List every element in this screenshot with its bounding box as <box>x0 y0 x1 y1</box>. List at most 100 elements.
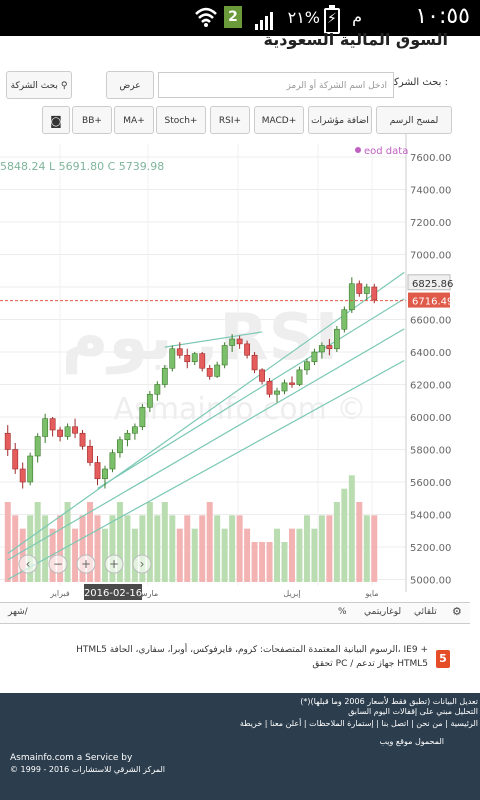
wifi-icon <box>195 7 217 27</box>
candle-body <box>191 353 198 363</box>
candle-body <box>49 418 56 431</box>
candle-body <box>146 393 153 408</box>
volume-bar <box>199 515 206 582</box>
candle-body <box>206 367 213 377</box>
candle-body <box>371 286 378 301</box>
volume-bar <box>288 528 295 582</box>
candle-body <box>109 452 116 470</box>
search-label: بحث الشركات : <box>381 77 448 88</box>
candle-body <box>348 283 355 311</box>
stoch-button[interactable]: Stoch+ <box>156 106 206 134</box>
volume-bar <box>64 502 71 582</box>
html5-link[interactable]: تحقق PC / جهاز تدعم HTML5 <box>312 659 428 669</box>
signal-icon <box>255 12 273 30</box>
candle-body <box>289 382 295 385</box>
volume-bar <box>19 528 26 582</box>
chart-nav-glyph: ‹ <box>26 557 31 571</box>
volume-bar <box>4 502 11 582</box>
footer-mobile-link[interactable]: المحمول موقع ويب <box>379 737 444 746</box>
candle-body <box>259 369 265 382</box>
chart-nav-glyph: + <box>81 557 91 571</box>
volume-bar <box>259 542 266 582</box>
volume-bar <box>72 528 79 582</box>
candle-body <box>311 351 318 363</box>
candle-body <box>244 343 251 356</box>
percent-option[interactable]: % <box>338 607 347 617</box>
volume-bar <box>363 515 370 582</box>
volume-bar <box>87 502 94 582</box>
volume-bar <box>191 528 198 582</box>
camera-icon[interactable]: ◙ <box>42 106 70 134</box>
ma-button[interactable]: MA+ <box>114 106 154 134</box>
view-chart-button[interactable]: عرض الرسم البيانى <box>106 71 154 147</box>
add-indicators-button[interactable]: اضافة مؤشرات <box>308 106 372 134</box>
search-row: بحث الشركات : ادخل اسم الشركة أو الرمز ع… <box>0 66 480 147</box>
macd-button[interactable]: MACD+ <box>254 106 304 134</box>
candle-body <box>281 382 288 392</box>
volume-bar <box>236 515 243 582</box>
chart-nav-glyph: › <box>140 557 145 571</box>
volume-bar <box>42 515 49 582</box>
volume-bar <box>124 515 131 582</box>
volume-bar <box>221 528 228 582</box>
search-input[interactable]: ادخل اسم الشركة أو الرمز <box>158 72 394 98</box>
log-option[interactable]: لوغاريتمي <box>364 607 402 617</box>
chart-options-bar: شهر/ % لوغاريتمي تلقائي ⚙ <box>0 602 470 624</box>
volume-bar <box>244 528 251 582</box>
watermark-text: Asmainfo.com © <box>114 392 367 427</box>
volume-bar <box>318 515 325 582</box>
volume-bar <box>206 502 213 582</box>
footer-note1: (*)تعديل البيانات (تطبق فقط لأسعار 2006 … <box>300 697 478 706</box>
volume-bar <box>281 542 288 582</box>
candle-body <box>184 354 191 363</box>
last-high-label: 6825.86 <box>412 279 453 290</box>
footer-links[interactable]: الرئيسية | من نحن | اتصل بنا | إستمارة ا… <box>239 719 478 728</box>
candle-body <box>229 338 236 346</box>
last-high-box <box>407 274 451 291</box>
candle-body <box>124 432 131 441</box>
search-company-button[interactable]: بحث الشركة ⚲ <box>6 71 72 99</box>
y-tick-label: 6200.00 <box>410 381 451 392</box>
candle-body <box>94 462 101 480</box>
candle-body <box>131 426 138 434</box>
chart-nav-button <box>132 554 152 574</box>
battery-charging-icon: ⚡ <box>324 5 340 34</box>
candle-body <box>27 455 34 483</box>
volume-bar <box>27 515 34 582</box>
candle-body <box>161 367 168 385</box>
rsi-button[interactable]: RSI+ <box>210 106 250 134</box>
candle-body <box>87 445 93 463</box>
candle-body <box>72 426 78 434</box>
y-tick-label: 6400.00 <box>410 348 451 359</box>
volume-bar <box>326 515 333 582</box>
period-label[interactable]: شهر/ <box>8 607 28 617</box>
auto-option[interactable]: تلقائي <box>414 607 437 617</box>
battery-percent: ٢١% <box>287 8 320 27</box>
last-price-label: 6716.49 <box>412 297 453 308</box>
legend-marker <box>355 147 361 153</box>
clear-chart-button[interactable]: لمسح الرسم البياني <box>376 106 452 154</box>
trendline <box>7 328 405 561</box>
status-bar: ١٠:٥٥ م ⚡ ٢١% 2 <box>0 0 480 36</box>
x-tick-label: فبراير <box>49 589 70 598</box>
footer: (*)تعديل البيانات (تطبق فقط لأسعار 2006 … <box>0 693 480 800</box>
candle-body <box>139 406 146 428</box>
candle-body <box>318 345 325 353</box>
candle-body <box>356 283 363 294</box>
y-tick-label: 7000.00 <box>410 251 451 262</box>
candle-body <box>102 468 108 480</box>
x-tick-label: مايو <box>364 589 378 598</box>
candle-body <box>19 468 26 483</box>
crosshair-date-label: 2016-02-16 <box>84 588 142 599</box>
bb-button[interactable]: BB+ <box>72 106 112 134</box>
y-tick-label: 6600.00 <box>410 316 451 327</box>
y-tick-label: 5800.00 <box>410 446 451 457</box>
volume-bar <box>371 515 378 582</box>
trendline <box>164 331 263 348</box>
volume-bar <box>146 502 153 582</box>
volume-bar <box>356 502 363 582</box>
gear-icon[interactable]: ⚙ <box>452 605 462 618</box>
volume-bar <box>229 515 236 582</box>
candle-body <box>274 390 280 395</box>
